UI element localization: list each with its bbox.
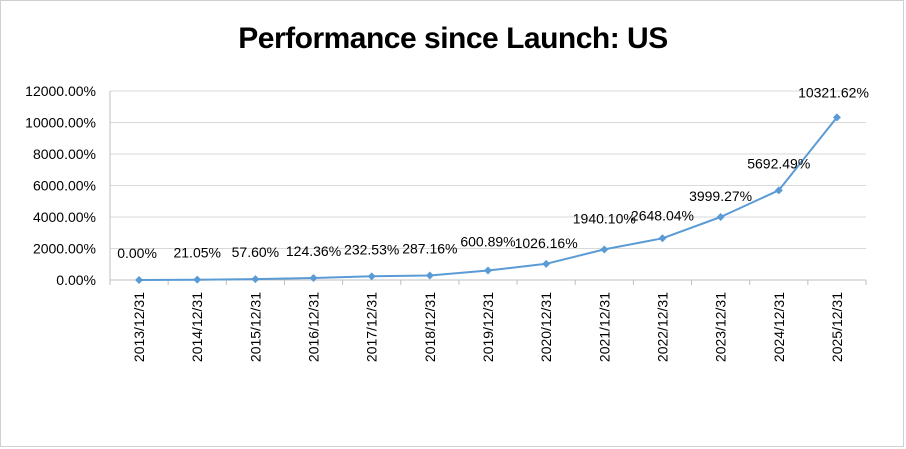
data-label: 10321.62% bbox=[798, 84, 869, 100]
data-point bbox=[600, 245, 609, 254]
axes bbox=[109, 91, 867, 285]
x-tick-label: 2022/12/31 bbox=[654, 292, 670, 362]
data-label: 124.36% bbox=[286, 243, 341, 259]
data-label: 287.16% bbox=[402, 240, 457, 256]
y-tick-label: 12000.00% bbox=[25, 83, 96, 99]
x-tick-label: 2013/12/31 bbox=[131, 292, 147, 362]
data-label: 57.60% bbox=[232, 244, 279, 260]
data-point bbox=[425, 271, 434, 280]
data-point bbox=[193, 275, 202, 284]
data-label: 21.05% bbox=[173, 245, 220, 261]
x-tick-label: 2016/12/31 bbox=[306, 292, 322, 362]
data-label: 3999.27% bbox=[689, 188, 752, 204]
x-tick-label: 2014/12/31 bbox=[189, 292, 205, 362]
data-point bbox=[484, 266, 492, 275]
x-tick-label: 2025/12/31 bbox=[829, 292, 845, 362]
data-point bbox=[658, 234, 667, 243]
data-labels: 0.00% 21.05% 57.60% 124.36% 232.53% 287.16% 60… bbox=[117, 84, 869, 261]
data-label: 0.00% bbox=[117, 245, 157, 261]
data-label: 2648.04% bbox=[631, 207, 694, 223]
data-point bbox=[251, 275, 260, 284]
data-label: 5692.49% bbox=[747, 155, 810, 171]
y-tick-label: 0.00% bbox=[56, 272, 96, 288]
y-tick-label: 8000.00% bbox=[33, 146, 96, 162]
y-tick-label: 6000.00% bbox=[33, 178, 96, 194]
data-point bbox=[367, 272, 376, 281]
gridlines bbox=[110, 90, 866, 249]
x-tick-label: 2019/12/31 bbox=[480, 292, 496, 362]
data-point bbox=[542, 259, 551, 268]
data-point bbox=[774, 186, 783, 195]
data-label: 1026.16% bbox=[515, 235, 578, 251]
y-tick-label: 2000.00% bbox=[33, 241, 96, 257]
x-axis-ticks: 2013/12/31 2014/12/31 2015/12/31 2016/12/31… bbox=[131, 292, 845, 362]
y-axis-ticks: 0.00% 2000.00% 4000.00% 6000.00% 8000.00% 100… bbox=[25, 83, 96, 288]
y-tick-label: 4000.00% bbox=[33, 209, 96, 225]
x-tick-label: 2023/12/31 bbox=[713, 292, 729, 362]
x-tick-label: 2024/12/31 bbox=[771, 292, 787, 362]
x-tick-label: 2018/12/31 bbox=[422, 292, 438, 362]
y-tick-label: 10000.00% bbox=[25, 115, 96, 131]
chart-title: Performance since Launch: US bbox=[238, 22, 668, 55]
data-point bbox=[309, 274, 318, 283]
data-point bbox=[716, 213, 725, 222]
data-label: 600.89% bbox=[460, 234, 515, 250]
x-tick-label: 2015/12/31 bbox=[247, 292, 263, 362]
x-tick-label: 2017/12/31 bbox=[364, 292, 380, 362]
data-label: 1940.10% bbox=[573, 210, 636, 226]
x-tick-label: 2020/12/31 bbox=[538, 292, 554, 362]
data-label: 232.53% bbox=[344, 241, 399, 257]
data-point bbox=[832, 113, 841, 122]
data-point bbox=[135, 276, 144, 284]
series-us bbox=[135, 113, 841, 284]
x-tick-label: 2021/12/31 bbox=[596, 292, 612, 362]
